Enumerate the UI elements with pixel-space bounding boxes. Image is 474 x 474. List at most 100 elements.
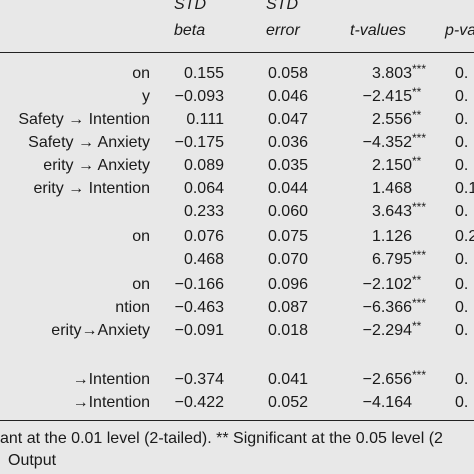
table-row: on −0.166 0.096 −2.102 ** 0. <box>0 273 474 299</box>
table-row: ntion −0.463 0.087 −6.366 *** 0. <box>0 296 474 322</box>
significance-stars: *** <box>412 131 427 145</box>
significance-stars: ** <box>412 85 422 99</box>
table-row: erity→Anxiety −0.091 0.018 −2.294 ** 0. <box>0 319 474 345</box>
footer-rule <box>0 420 474 421</box>
row-label: on <box>132 276 150 293</box>
significance-stars: *** <box>412 62 427 76</box>
row-label: on <box>132 228 150 245</box>
std-beta-cell: −0.175 <box>174 134 224 151</box>
header-std-beta-top: STD <box>174 0 206 13</box>
table-row: →Intention −0.422 0.052 −4.164 0. <box>0 394 474 417</box>
significance-stars: ** <box>412 319 422 333</box>
t-value-cell: 3.643 <box>371 203 412 220</box>
t-value-cell: 2.556 <box>371 111 412 128</box>
row-label: erity → Intention <box>33 180 151 197</box>
significance-stars: *** <box>412 368 427 382</box>
t-value-cell: −4.164 <box>362 394 412 411</box>
header-std-error-top: STD <box>266 0 298 13</box>
row-label: →Intention <box>72 394 150 411</box>
t-value-cell: −2.656 <box>362 371 412 388</box>
std-error-cell: 0.096 <box>267 276 308 293</box>
std-beta-cell: 0.111 <box>186 111 224 128</box>
source-note: Output <box>8 452 57 469</box>
std-beta-cell: −0.463 <box>174 299 224 316</box>
t-value-cell: 3.803 <box>371 65 412 82</box>
std-error-cell: 0.052 <box>267 394 308 411</box>
row-label: Safety → Anxiety <box>28 134 150 151</box>
significance-stars: ** <box>412 108 422 122</box>
header-std-error-bottom: error <box>266 22 300 39</box>
std-error-cell: 0.087 <box>267 299 308 316</box>
std-beta-cell: −0.091 <box>174 322 224 339</box>
std-error-cell: 0.058 <box>267 65 308 82</box>
header-t-values: t-values <box>350 22 407 39</box>
p-value-cell: 0.1 <box>455 180 474 197</box>
std-beta-cell: 0.076 <box>183 228 224 245</box>
p-value-cell: 0. <box>455 111 469 128</box>
p-value-cell: 0. <box>455 203 469 220</box>
significance-stars: *** <box>412 248 427 262</box>
table-row: on 0.076 0.075 1.126 0.2 <box>0 228 474 251</box>
t-value-cell: −2.102 <box>362 276 412 293</box>
significance-stars: *** <box>412 200 427 214</box>
std-beta-cell: −0.374 <box>174 371 224 388</box>
t-value-cell: −2.415 <box>362 88 412 105</box>
row-label: Safety → Intention <box>18 111 150 128</box>
header-rule <box>0 52 474 53</box>
std-error-cell: 0.070 <box>267 251 308 268</box>
std-error-cell: 0.075 <box>267 228 308 245</box>
std-error-cell: 0.047 <box>267 111 308 128</box>
p-value-cell: 0. <box>455 299 469 316</box>
std-error-cell: 0.041 <box>267 371 308 388</box>
p-value-cell: 0. <box>455 322 469 339</box>
t-value-cell: 2.150 <box>371 157 412 174</box>
p-value-cell: 0. <box>455 251 469 268</box>
significance-stars: ** <box>412 273 422 287</box>
std-beta-cell: −0.422 <box>174 394 224 411</box>
t-value-cell: 1.126 <box>371 228 412 245</box>
std-beta-cell: 0.233 <box>183 203 224 220</box>
header-p-values: p-va <box>445 22 474 39</box>
row-label: erity → Anxiety <box>43 157 150 174</box>
table-row: Safety → Intention 0.111 0.047 2.556 ** … <box>0 108 474 134</box>
table-row: 0.233 0.060 3.643 *** 0. <box>0 200 474 226</box>
std-error-cell: 0.044 <box>267 180 308 197</box>
p-value-cell: 0. <box>455 276 469 293</box>
t-value-cell: −6.366 <box>362 299 412 316</box>
p-value-cell: 0. <box>455 134 469 151</box>
table-row: erity → Anxiety 0.089 0.035 2.150 ** 0. <box>0 154 474 180</box>
std-error-cell: 0.046 <box>267 88 308 105</box>
table-row: y −0.093 0.046 −2.415 ** 0. <box>0 85 474 111</box>
p-value-cell: 0.2 <box>455 228 474 245</box>
row-label: erity→Anxiety <box>51 322 150 339</box>
std-beta-cell: 0.064 <box>183 180 224 197</box>
t-value-cell: −4.352 <box>362 134 412 151</box>
significance-note: ant at the 0.01 level (2-tailed). ** Sig… <box>0 430 443 447</box>
std-error-cell: 0.018 <box>267 322 308 339</box>
std-beta-cell: 0.089 <box>183 157 224 174</box>
row-label: →Intention <box>72 371 150 388</box>
p-value-cell: 0. <box>455 65 469 82</box>
p-value-cell: 0. <box>455 371 469 388</box>
table-row: Safety → Anxiety −0.175 0.036 −4.352 ***… <box>0 131 474 157</box>
std-beta-cell: −0.166 <box>174 276 224 293</box>
p-value-cell: 0. <box>455 394 469 411</box>
table-row: erity → Intention 0.064 0.044 1.468 0.1 <box>0 180 474 203</box>
significance-stars: *** <box>412 296 427 310</box>
std-error-cell: 0.036 <box>267 134 308 151</box>
p-value-cell: 0. <box>455 88 469 105</box>
header-std-beta-bottom: beta <box>174 22 206 39</box>
significance-stars: ** <box>412 154 422 168</box>
std-beta-cell: −0.093 <box>174 88 224 105</box>
row-label: ntion <box>115 299 150 316</box>
table-row: →Intention −0.374 0.041 −2.656 *** 0. <box>0 368 474 394</box>
std-beta-cell: 0.468 <box>183 251 224 268</box>
t-value-cell: 6.795 <box>371 251 412 268</box>
std-error-cell: 0.060 <box>267 203 308 220</box>
table-row: on 0.155 0.058 3.803 *** 0. <box>0 62 474 88</box>
row-label: on <box>132 65 150 82</box>
p-value-cell: 0. <box>455 157 469 174</box>
std-error-cell: 0.035 <box>267 157 308 174</box>
std-beta-cell: 0.155 <box>183 65 224 82</box>
table-row: 0.468 0.070 6.795 *** 0. <box>0 248 474 274</box>
